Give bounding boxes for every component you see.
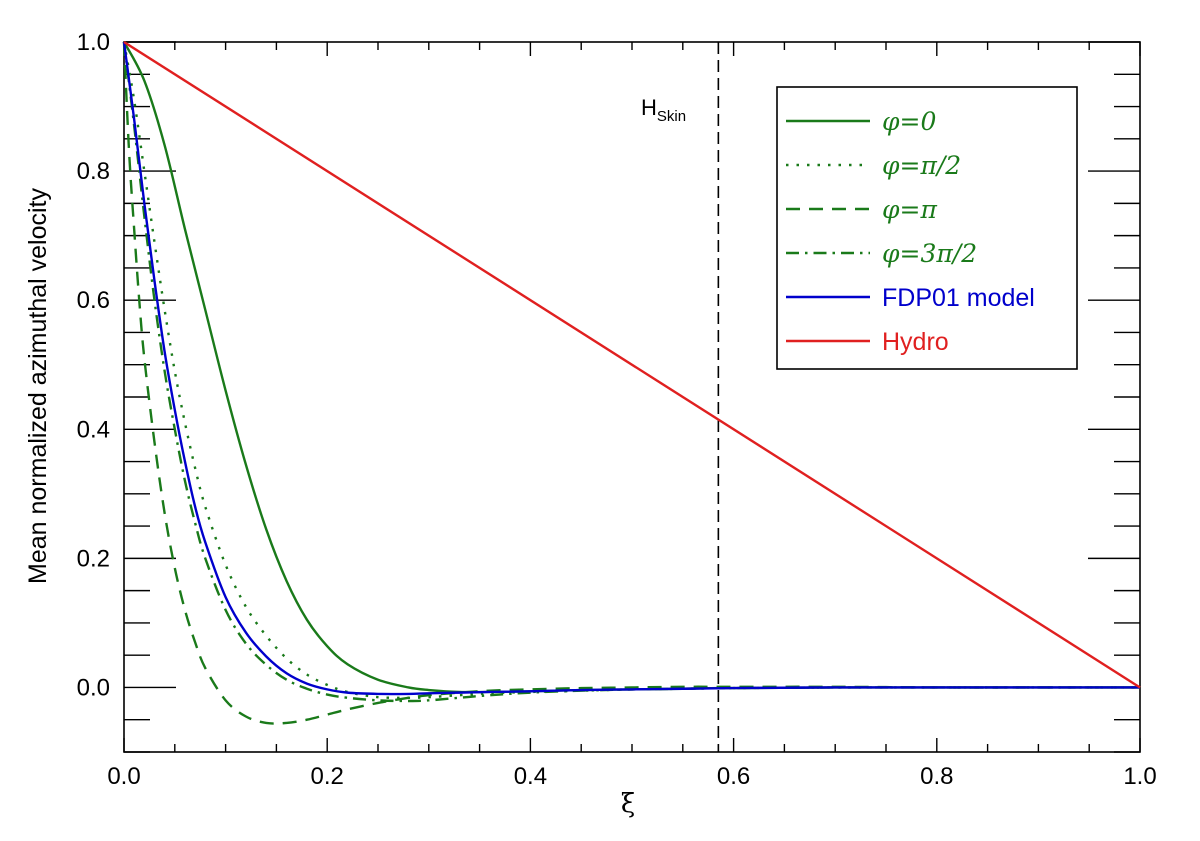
series-lines (122, 40, 1141, 725)
legend-box (776, 86, 1078, 370)
x-tick-label: 0.0 (107, 763, 140, 790)
series-line-2 (122, 41, 1140, 725)
y-tick-label: 0.2 (77, 545, 110, 572)
y-tick-label: 1.0 (77, 29, 110, 56)
axis-tick-labels: 0.0 0.2 0.4 0.6 0.8 1.0 0.0 0.2 0.4 0.6 0.8 1.0 (77, 29, 1157, 790)
legend: φ=0 φ=π/2 φ=π φ=3π/2 FDP01 model Hydro (786, 107, 1035, 356)
x-tick-label: 0.6 (717, 763, 750, 790)
legend-label-4: FDP01 model (882, 284, 1035, 312)
x-tick-label: 0.8 (920, 763, 953, 790)
y-tick-label: 0.4 (77, 416, 110, 443)
series-line-4 (122, 41, 1140, 696)
legend-label-1: φ=π/2 (882, 151, 961, 180)
h-skin-label: HSkin (641, 95, 686, 125)
legend-label-5: Hydro (882, 328, 949, 356)
y-tick-label: 0.6 (77, 287, 110, 314)
axis-ticks (123, 41, 1141, 753)
legend-label-0: φ=0 (882, 107, 936, 136)
x-tick-label: 0.4 (514, 763, 547, 790)
h-skin-sub: Skin (657, 108, 686, 125)
x-tick-label: 0.2 (311, 763, 344, 790)
h-skin-main: H (641, 95, 657, 120)
x-axis-title: ξ (621, 789, 635, 819)
y-tick-label: 0.8 (77, 158, 110, 185)
series-line-5 (123, 40, 1141, 689)
y-tick-label: 0.0 (77, 674, 110, 701)
y-axis-title: Mean normalized azimuthal velocity (24, 187, 52, 584)
x-tick-label: 1.0 (1123, 763, 1156, 790)
legend-label-2: φ=π (882, 195, 937, 224)
legend-label-3: φ=3π/2 (882, 239, 977, 268)
series-line-3 (122, 41, 1140, 703)
